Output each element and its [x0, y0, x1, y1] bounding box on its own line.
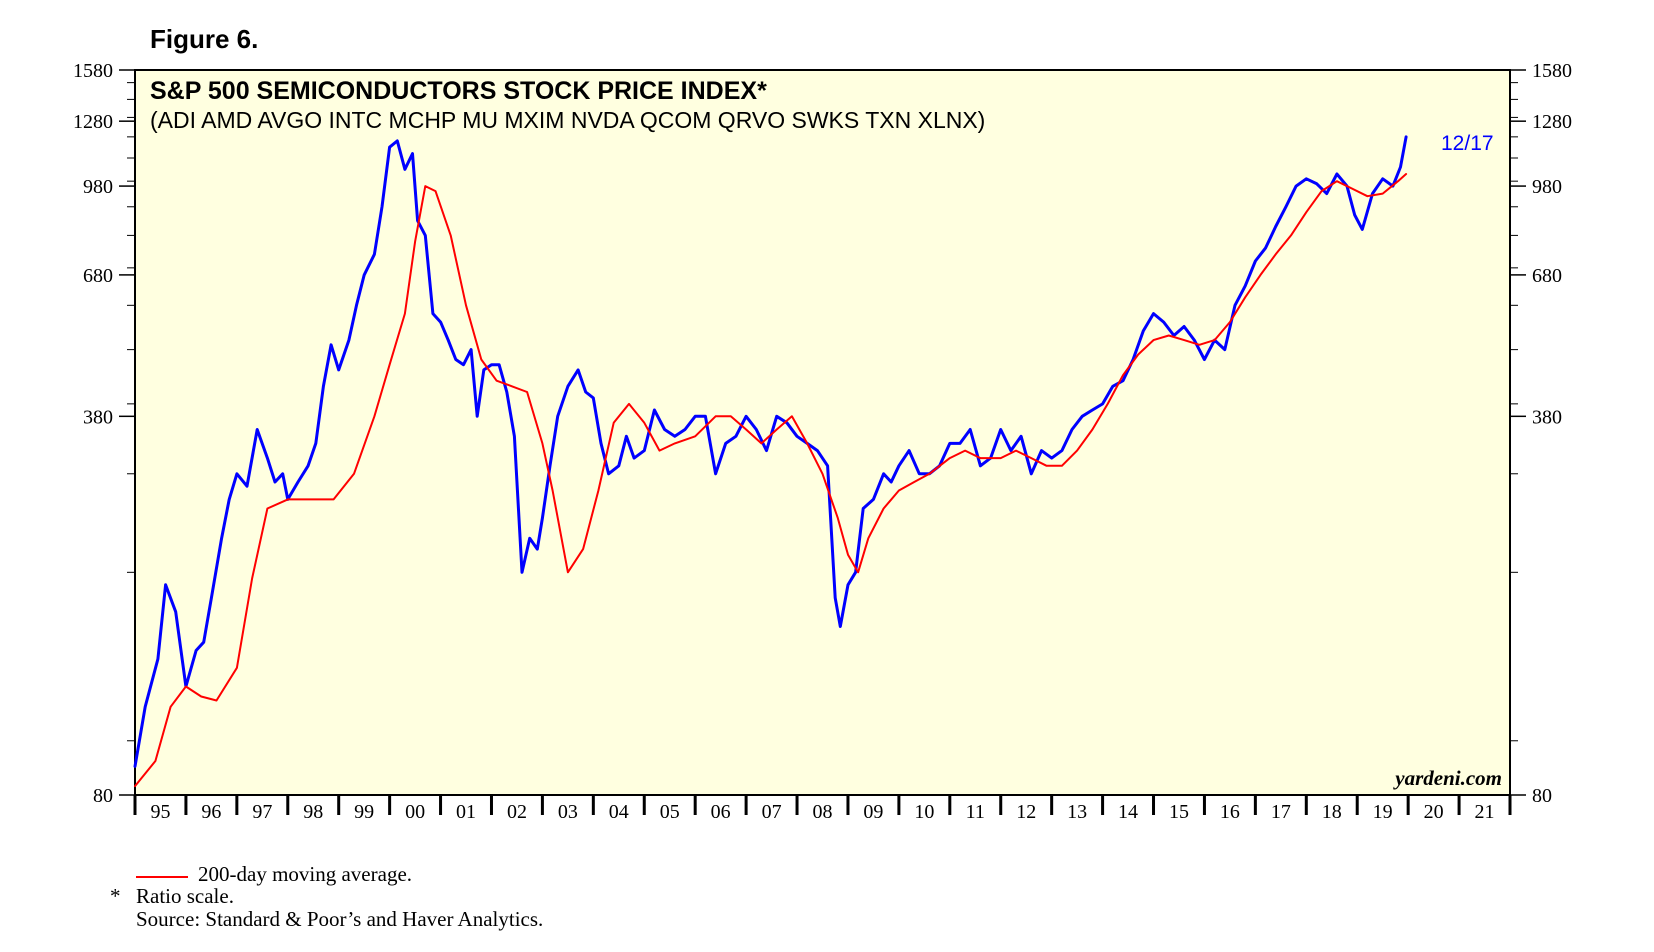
- y-tick-label-right: 980: [1532, 176, 1562, 198]
- moving-average-line: [134, 173, 1408, 788]
- x-tick-label: 08: [813, 801, 833, 823]
- plot-area: [134, 69, 1511, 796]
- x-tick-label: 19: [1373, 801, 1393, 823]
- x-tick-label: 03: [558, 801, 578, 823]
- x-tick-label: 11: [966, 801, 985, 823]
- x-tick-label: 05: [660, 801, 680, 823]
- y-tick-label-left: 980: [83, 176, 113, 198]
- x-axis: 95 96 97 98 99 00 01 02 03 04 05 06 07 08 09 10 11 12 13 14…: [133, 795, 1512, 823]
- x-tick-label: 07: [762, 801, 782, 823]
- y-axis-right: 1580 1280 980 680 380 80: [1510, 60, 1572, 807]
- x-tick-label: 01: [456, 801, 476, 823]
- y-tick-label-left: 1580: [73, 60, 113, 82]
- x-tick-label: 99: [354, 801, 374, 823]
- price-index-line: [133, 135, 1408, 768]
- y-tick-label-right: 680: [1532, 265, 1562, 287]
- y-tick-label-right: 380: [1532, 406, 1562, 428]
- x-tick-label: 12: [1016, 801, 1036, 823]
- figure-label: Figure 6.: [150, 24, 259, 54]
- x-tick-label: 18: [1322, 801, 1342, 823]
- y-tick-label-left: 680: [83, 265, 113, 287]
- y-tick-label-right: 80: [1532, 785, 1552, 807]
- watermark: yardeni.com: [1392, 766, 1502, 790]
- x-tick-label: 09: [863, 801, 883, 823]
- y-tick-label-right: 1580: [1532, 60, 1572, 82]
- y-tick-label-left: 1280: [73, 111, 113, 133]
- x-tick-label: 00: [405, 801, 425, 823]
- y-tick-label-right: 1280: [1532, 111, 1572, 133]
- x-tick-label: 10: [914, 801, 934, 823]
- x-tick-label: 13: [1067, 801, 1087, 823]
- x-tick-label: 02: [507, 801, 527, 823]
- ratio-note: Ratio scale.: [136, 884, 234, 908]
- x-tick-label: 96: [201, 801, 221, 823]
- end-date-annotation: 12/17: [1441, 132, 1494, 155]
- y-axis-left: 1580 1280 980 680 380 80: [73, 60, 135, 807]
- ratio-star: *: [110, 884, 121, 908]
- x-tick-label: 97: [252, 801, 272, 823]
- y-tick-label-left: 80: [93, 785, 113, 807]
- x-tick-label: 98: [303, 801, 323, 823]
- legend-ma-label: 200-day moving average.: [198, 862, 413, 886]
- source-note: Source: Standard & Poor’s and Haver Anal…: [136, 907, 544, 931]
- x-tick-label: 06: [711, 801, 731, 823]
- series-layer: [133, 135, 1408, 788]
- legend-ma-swatch: [136, 876, 188, 878]
- x-tick-label: 21: [1475, 801, 1495, 823]
- x-tick-label: 20: [1424, 801, 1444, 823]
- x-tick-label: 95: [150, 801, 170, 823]
- chart-title: S&P 500 SEMICONDUCTORS STOCK PRICE INDEX…: [150, 77, 767, 105]
- x-tick-label: 17: [1271, 801, 1291, 823]
- x-tick-label: 16: [1220, 801, 1240, 823]
- y-tick-label-left: 380: [83, 406, 113, 428]
- x-tick-label: 15: [1169, 801, 1189, 823]
- x-tick-label: 14: [1118, 801, 1138, 823]
- chart-subtitle: (ADI AMD AVGO INTC MCHP MU MXIM NVDA QCO…: [150, 107, 985, 133]
- x-tick-label: 04: [609, 801, 629, 823]
